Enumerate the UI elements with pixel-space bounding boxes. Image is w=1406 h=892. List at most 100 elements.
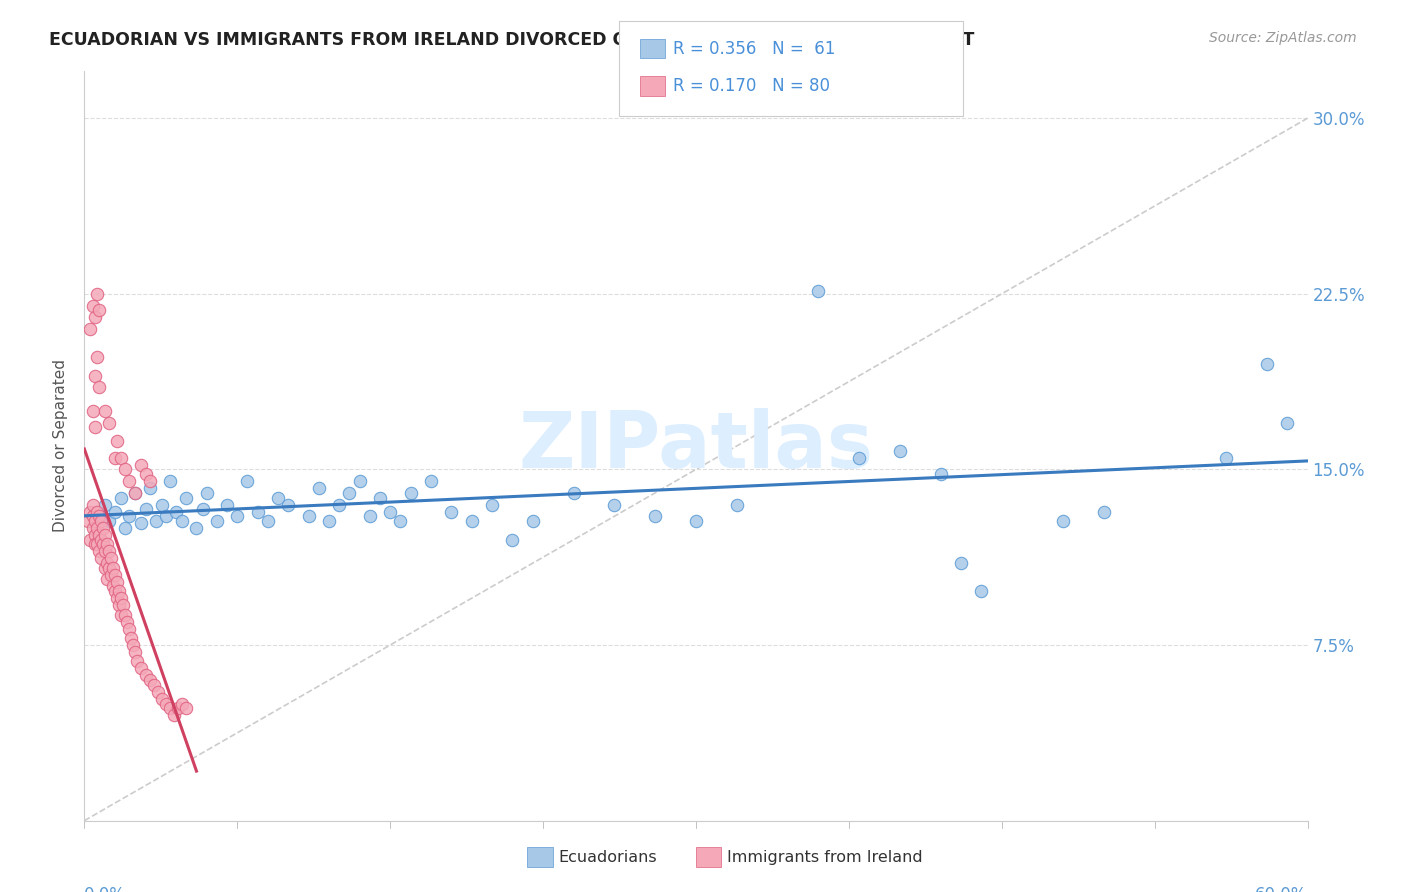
Point	[339, 485, 361, 500]
Point	[725, 498, 748, 512]
Point	[104, 567, 127, 582]
Point	[86, 521, 108, 535]
Point	[349, 474, 371, 488]
Point	[1052, 514, 1074, 528]
Point	[950, 556, 973, 570]
Point	[165, 505, 187, 519]
Point	[83, 514, 105, 528]
Point	[86, 286, 108, 301]
Point	[124, 645, 146, 659]
Point	[101, 580, 124, 594]
Point	[90, 551, 112, 566]
Point	[82, 404, 104, 418]
Point	[257, 514, 280, 528]
Point	[90, 514, 112, 528]
Point	[970, 584, 993, 599]
Point	[91, 521, 114, 535]
Point	[174, 701, 197, 715]
Point	[481, 498, 503, 512]
Point	[124, 485, 146, 500]
Point	[86, 537, 108, 551]
Point	[138, 474, 160, 488]
Point	[97, 544, 120, 558]
Point	[135, 502, 157, 516]
Point	[562, 485, 585, 500]
Point	[205, 514, 228, 528]
Point	[848, 450, 870, 465]
Point	[174, 491, 197, 505]
Point	[114, 462, 136, 476]
Point	[110, 450, 132, 465]
Point	[1215, 450, 1237, 465]
Point	[87, 544, 110, 558]
Point	[112, 599, 135, 613]
Point	[246, 505, 269, 519]
Point	[90, 509, 112, 524]
Point	[159, 701, 181, 715]
Point	[277, 498, 299, 512]
Text: ECUADORIAN VS IMMIGRANTS FROM IRELAND DIVORCED OR SEPARATED CORRELATION CHART: ECUADORIAN VS IMMIGRANTS FROM IRELAND DI…	[49, 31, 974, 49]
Point	[889, 443, 911, 458]
Point	[131, 661, 153, 675]
Text: 0.0%: 0.0%	[84, 887, 127, 892]
Point	[83, 420, 105, 434]
Point	[90, 533, 112, 547]
Point	[91, 537, 114, 551]
Point	[186, 521, 208, 535]
Text: Ecuadorians: Ecuadorians	[558, 850, 657, 864]
Point	[108, 599, 131, 613]
Point	[104, 584, 127, 599]
Point	[236, 474, 259, 488]
Point	[145, 514, 167, 528]
Point	[308, 481, 330, 495]
Point	[159, 474, 181, 488]
Point	[420, 474, 443, 488]
Point	[82, 298, 104, 313]
Point	[118, 474, 141, 488]
Point	[195, 485, 218, 500]
Point	[807, 285, 830, 299]
Point	[1092, 505, 1115, 519]
Point	[110, 491, 132, 505]
Point	[108, 584, 131, 599]
Point	[87, 528, 110, 542]
Point	[82, 521, 104, 535]
Point	[142, 678, 165, 692]
Point	[150, 692, 173, 706]
Point	[217, 498, 239, 512]
Point	[1256, 357, 1278, 371]
Point	[191, 502, 214, 516]
Point	[122, 638, 145, 652]
Point	[110, 591, 132, 606]
Point	[399, 485, 422, 500]
Point	[138, 481, 160, 495]
Point	[131, 458, 153, 472]
Point	[1277, 416, 1299, 430]
Point	[96, 537, 118, 551]
Point	[97, 514, 120, 528]
Point	[522, 514, 544, 528]
Point	[110, 607, 132, 622]
Point	[104, 505, 127, 519]
Point	[172, 697, 194, 711]
Point	[86, 350, 108, 364]
Point	[79, 533, 101, 547]
Point	[101, 561, 124, 575]
Point	[502, 533, 524, 547]
Point	[440, 505, 463, 519]
Point	[93, 561, 115, 575]
Point	[100, 567, 122, 582]
Point	[328, 498, 350, 512]
Point	[167, 701, 190, 715]
Point	[389, 514, 412, 528]
Point	[685, 514, 707, 528]
Point	[114, 607, 136, 622]
Point	[127, 655, 149, 669]
Point	[87, 509, 110, 524]
Point	[105, 591, 128, 606]
Point	[135, 467, 157, 482]
Point	[93, 498, 115, 512]
Point	[100, 551, 122, 566]
Point	[83, 368, 105, 383]
Point	[83, 528, 105, 542]
